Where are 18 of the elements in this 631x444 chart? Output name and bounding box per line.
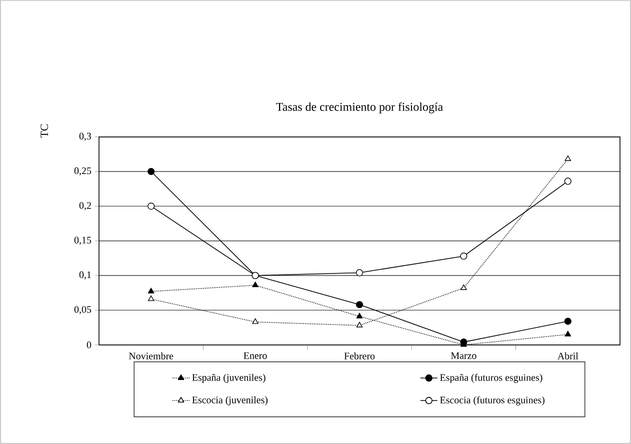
y-tick-label: 0,3 [79, 132, 92, 141]
x-tick-label: Abril [557, 352, 578, 360]
x-tick-label: Marzo [450, 352, 476, 359]
legend-label: Escocia (futuros esguines) [440, 396, 544, 406]
x-tick-label: Noviembre [128, 352, 174, 360]
y-axis-title: TC [40, 124, 48, 138]
x-tick-label: Enero [244, 352, 267, 359]
y-tick-label: 0 [86, 341, 92, 348]
y-tick-label: 0,1 [79, 271, 91, 280]
y-tick-label: 0,25 [74, 167, 92, 176]
legend-label: Escocia (juveniles) [192, 396, 268, 406]
y-tick-label: 0,05 [74, 306, 92, 314]
legend-label: España (futuros esguines) [440, 374, 542, 383]
y-tick-label: 0,15 [74, 236, 92, 245]
chart-title: Tasas de crecimiento por fisiología [276, 102, 443, 114]
legend-label: España (juveniles) [192, 374, 266, 383]
y-tick-label: 0,2 [79, 202, 91, 210]
x-tick-label: Febrero [344, 352, 375, 360]
